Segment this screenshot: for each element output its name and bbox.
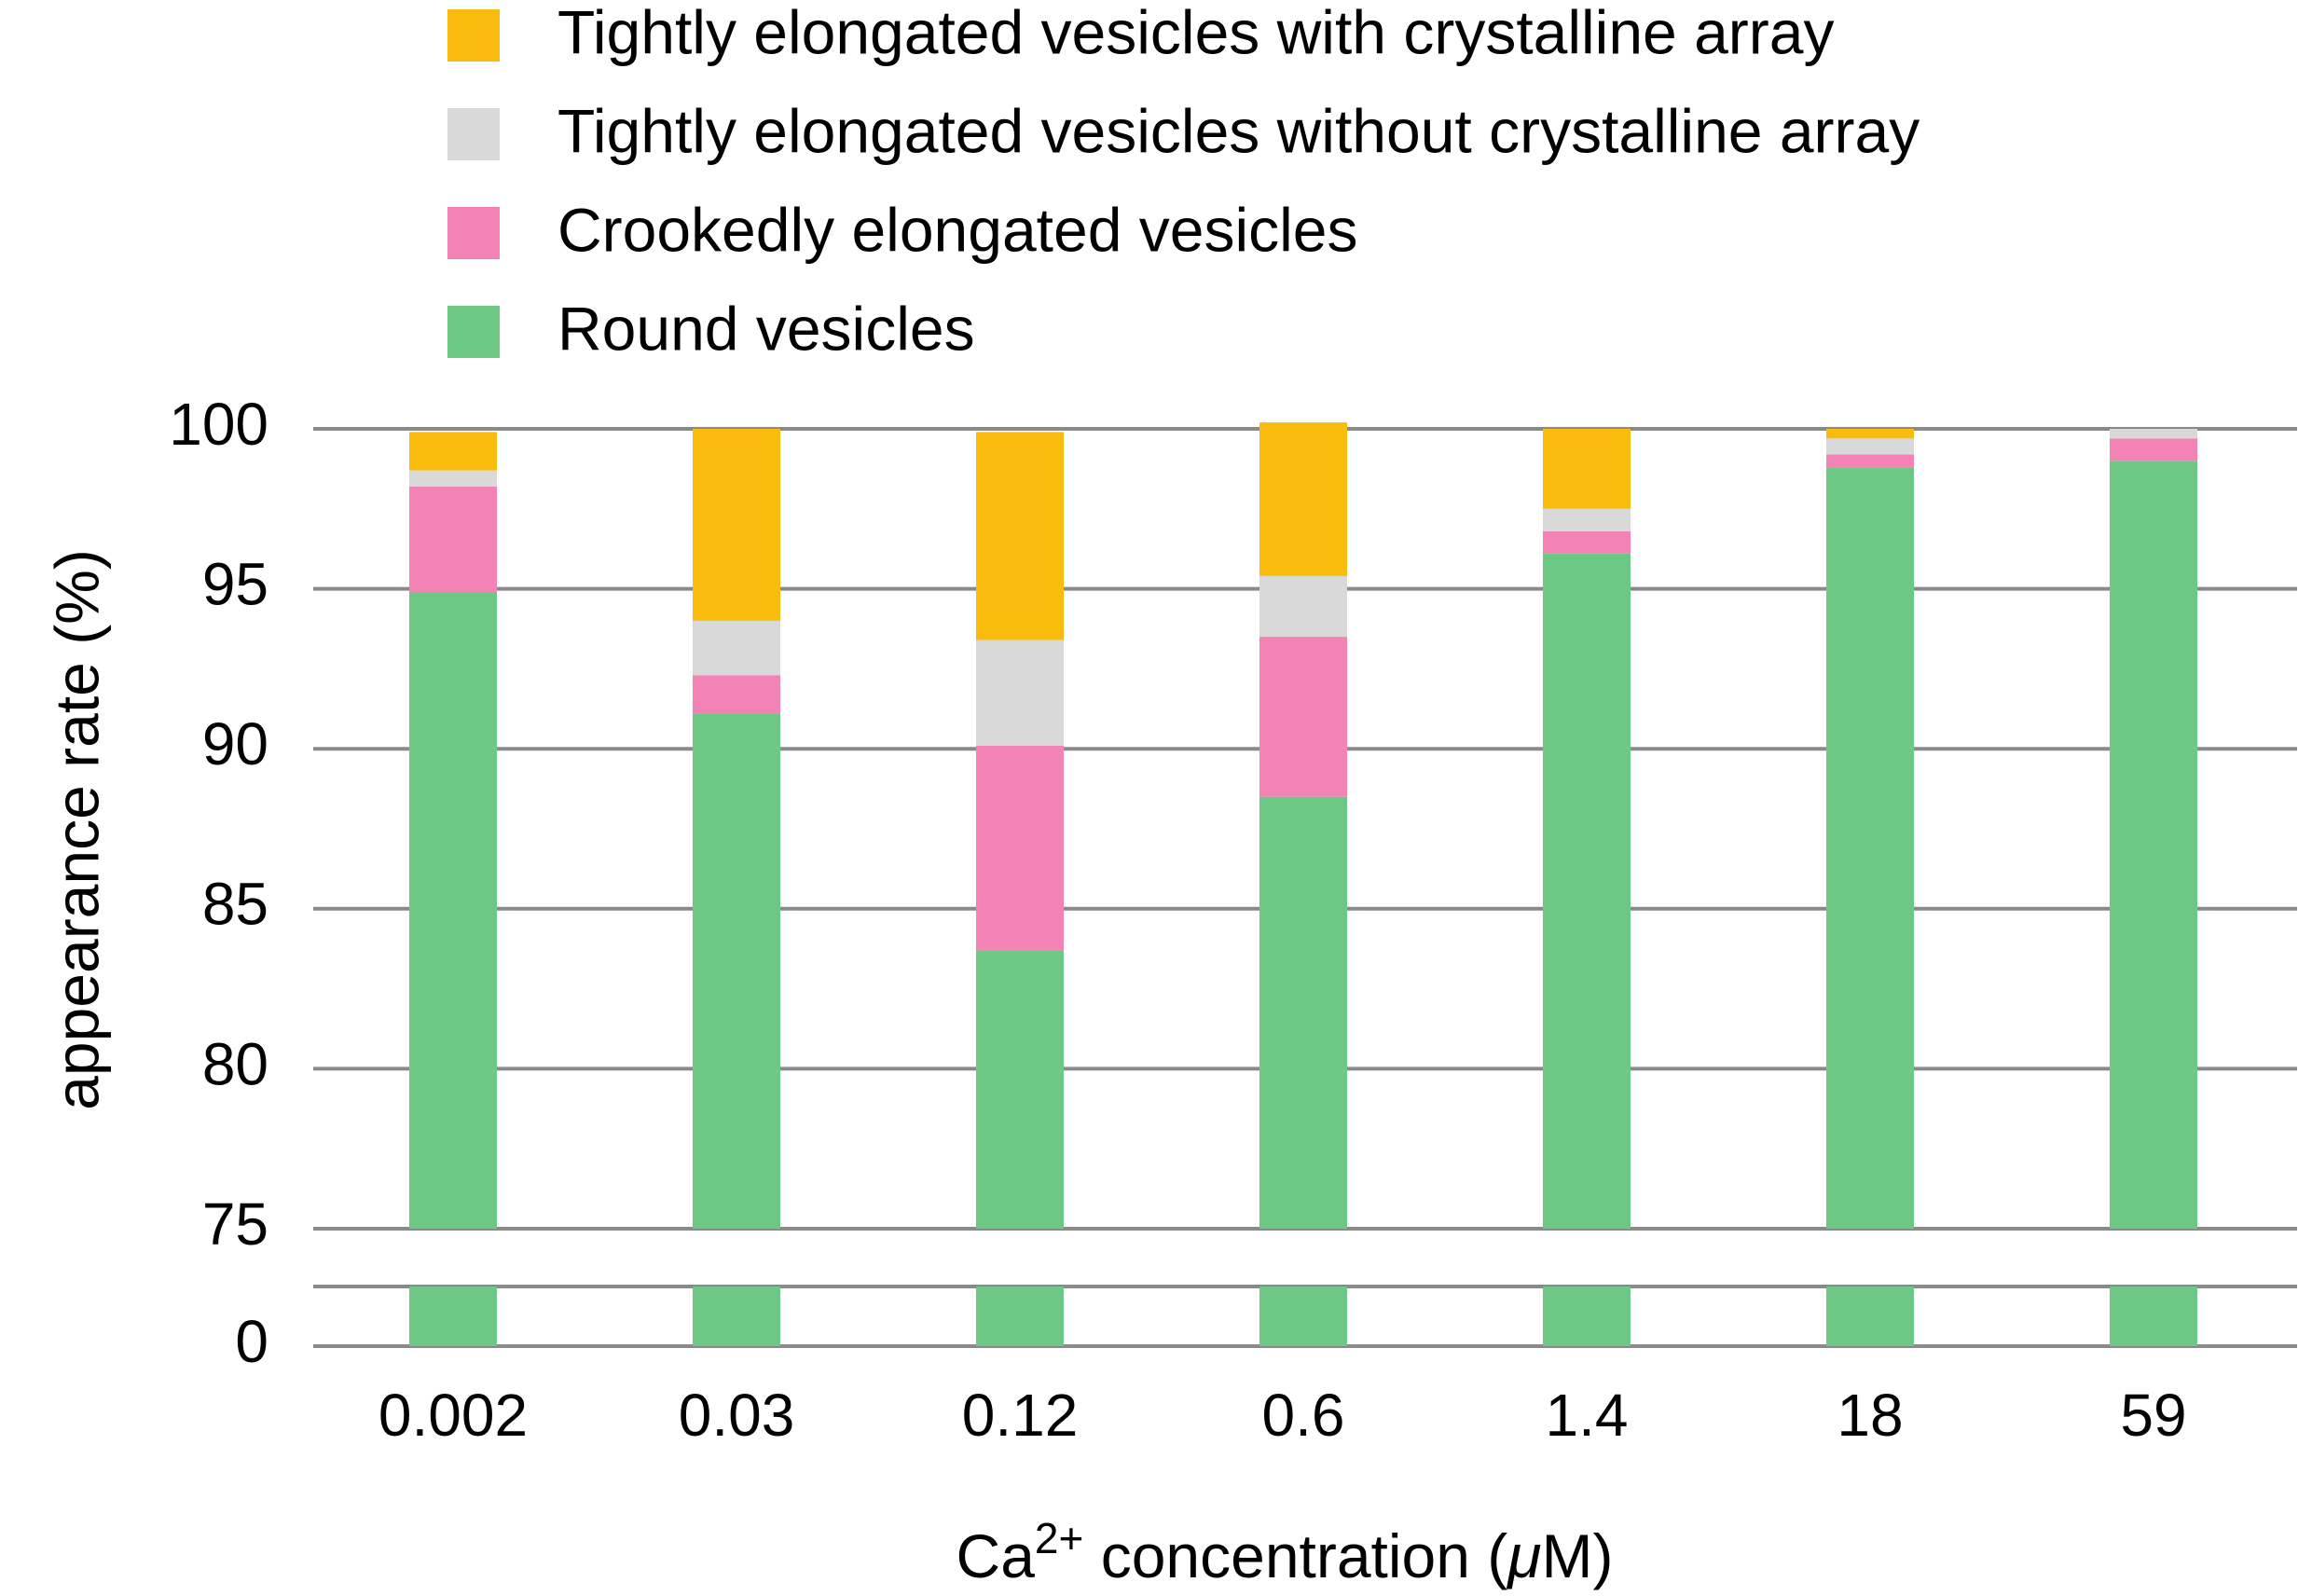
- y-tick-label-zero: 0: [235, 1308, 268, 1375]
- bar-segment-1.4-1: [1543, 530, 1631, 554]
- bars: [409, 422, 2197, 1346]
- bar-segment-0.6-0: [1259, 796, 1347, 1229]
- bar-segment-0.6-1: [1259, 637, 1347, 797]
- bar-segment-lower-18: [1826, 1286, 1914, 1346]
- x-axis-title-base: Ca: [956, 1521, 1036, 1590]
- bar-segment-0.12-1: [976, 745, 1064, 951]
- y-axis-title: appearance rate (%): [42, 549, 111, 1110]
- bar-segment-1.4-3: [1543, 429, 1631, 509]
- bar-segment-18-3: [1826, 429, 1914, 439]
- bar-segment-0.03-3: [693, 429, 780, 621]
- bar-segment-0.12-0: [976, 950, 1064, 1229]
- bar-segment-0.03-1: [693, 675, 780, 714]
- bar-segment-59-1: [2110, 438, 2197, 461]
- y-tick-label: 90: [202, 710, 268, 777]
- bar-segment-18-2: [1826, 438, 1914, 455]
- y-tick-label: 100: [169, 391, 268, 458]
- y-axis-ticks: 75 80 85 90 95 100 0: [169, 391, 268, 1375]
- bar-segment-18-1: [1826, 454, 1914, 468]
- bar-segment-0.12-2: [976, 640, 1064, 746]
- x-tick-label: 0.03: [679, 1382, 795, 1449]
- bar-segment-59-0: [2110, 461, 2197, 1229]
- bar-segment-0.03-0: [693, 713, 780, 1229]
- bar-segment-0.6-3: [1259, 422, 1347, 576]
- x-tick-label: 0.6: [1262, 1382, 1345, 1449]
- legend-swatch: [447, 108, 500, 160]
- bar-segment-lower-0.03: [693, 1286, 780, 1346]
- bar-segment-lower-0.12: [976, 1286, 1064, 1346]
- bar-segment-lower-59: [2110, 1286, 2197, 1346]
- bar-segment-lower-0.002: [409, 1286, 497, 1346]
- legend-swatch: [447, 9, 500, 62]
- bar-segment-1.4-2: [1543, 508, 1631, 531]
- bar-segment-0.12-3: [976, 432, 1064, 640]
- legend-label: Round vesicles: [557, 294, 975, 363]
- bar-segment-lower-1.4: [1543, 1286, 1631, 1346]
- legend-swatch: [447, 306, 500, 358]
- y-tick-label: 75: [202, 1190, 268, 1258]
- x-tick-label: 18: [1837, 1382, 1903, 1449]
- y-tick-label: 85: [202, 871, 268, 938]
- x-axis-title-unit-rest: M): [1541, 1521, 1613, 1590]
- bar-segment-0.002-2: [409, 470, 497, 487]
- bar-segment-0.6-2: [1259, 575, 1347, 638]
- x-axis-title-superscript: 2+: [1035, 1514, 1083, 1562]
- x-tick-label: 59: [2120, 1382, 2186, 1449]
- bar-segment-0.002-1: [409, 486, 497, 593]
- x-axis-title: Ca2+ concentration (μM): [956, 1514, 1614, 1590]
- x-axis-title-suffix: concentration (: [1083, 1521, 1507, 1590]
- bar-segment-lower-0.6: [1259, 1286, 1347, 1346]
- bar-segment-18-0: [1826, 467, 1914, 1230]
- y-tick-label: 95: [202, 551, 268, 618]
- legend-label: Tightly elongated vesicles without cryst…: [557, 96, 1920, 165]
- legend: Tightly elongated vesicles with crystall…: [447, 0, 1920, 363]
- x-tick-label: 0.002: [378, 1382, 528, 1449]
- bar-segment-0.002-0: [409, 592, 497, 1229]
- x-tick-label: 0.12: [962, 1382, 1079, 1449]
- legend-label: Crookedly elongated vesicles: [557, 195, 1357, 264]
- x-axis-ticks: 0.002 0.03 0.12 0.6 1.4 18 59: [378, 1382, 2187, 1449]
- bar-segment-1.4-0: [1543, 553, 1631, 1229]
- bar-segment-0.002-3: [409, 432, 497, 471]
- x-tick-label: 1.4: [1546, 1382, 1629, 1449]
- bar-segment-59-2: [2110, 429, 2197, 439]
- bar-segment-0.03-2: [693, 620, 780, 676]
- legend-label: Tightly elongated vesicles with crystall…: [557, 0, 1834, 66]
- y-tick-label: 80: [202, 1030, 268, 1097]
- x-axis-title-unit-symbol: μ: [1506, 1521, 1541, 1590]
- legend-swatch: [447, 207, 500, 259]
